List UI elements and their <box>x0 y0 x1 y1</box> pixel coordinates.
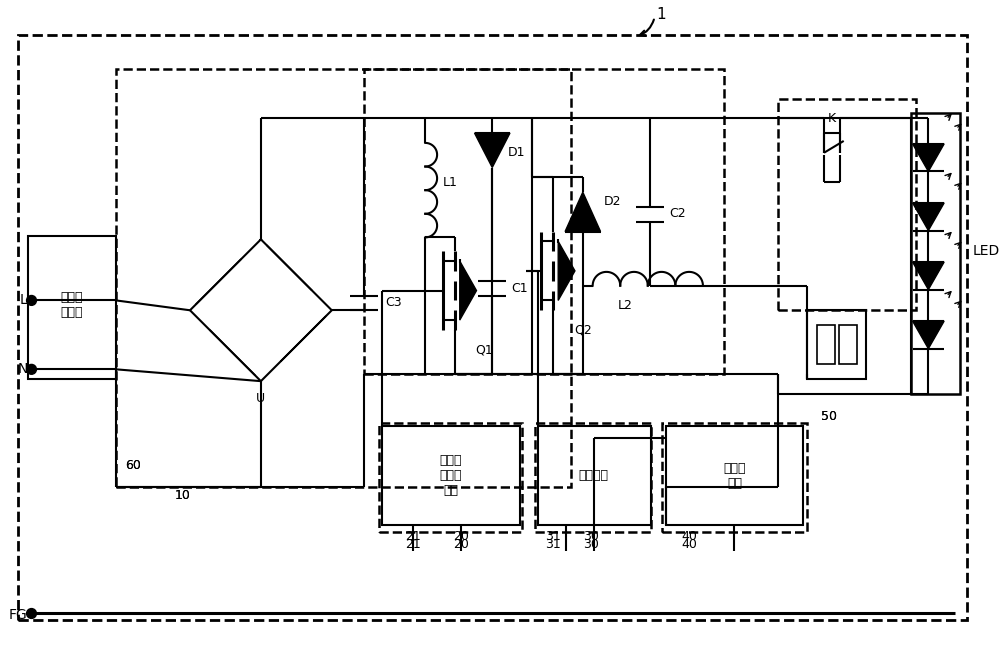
Bar <box>364 69 724 374</box>
Text: 40: 40 <box>681 538 697 551</box>
Bar <box>382 426 520 525</box>
Text: 50: 50 <box>821 410 837 423</box>
Text: 电磁滤
波单元: 电磁滤 波单元 <box>61 291 83 320</box>
Bar <box>778 99 916 310</box>
Text: D1: D1 <box>508 146 526 159</box>
Polygon shape <box>913 262 944 290</box>
Bar <box>666 426 803 525</box>
Text: 10: 10 <box>174 489 190 502</box>
Circle shape <box>27 364 36 374</box>
Bar <box>116 69 571 487</box>
Bar <box>28 236 116 379</box>
Text: L: L <box>20 293 28 307</box>
Text: 21: 21 <box>406 530 421 543</box>
Polygon shape <box>913 144 944 172</box>
Polygon shape <box>913 203 944 231</box>
Circle shape <box>27 295 36 305</box>
Text: 微处理
单元: 微处理 单元 <box>723 462 746 490</box>
Text: C3: C3 <box>385 296 402 309</box>
Bar <box>662 424 807 532</box>
Text: 30: 30 <box>583 530 599 543</box>
Text: 1: 1 <box>657 7 666 22</box>
Bar <box>538 426 651 525</box>
Text: LED: LED <box>973 244 1000 258</box>
Polygon shape <box>267 245 312 291</box>
Bar <box>911 113 960 394</box>
Text: K: K <box>828 112 836 125</box>
Polygon shape <box>913 321 944 348</box>
Text: 60: 60 <box>125 459 141 472</box>
Bar <box>817 325 835 364</box>
Text: FG: FG <box>9 608 28 622</box>
Text: 31: 31 <box>545 538 561 551</box>
Polygon shape <box>475 133 510 168</box>
Text: 20: 20 <box>453 530 469 543</box>
Text: 40: 40 <box>681 530 697 543</box>
Bar <box>839 325 857 364</box>
Polygon shape <box>460 261 476 320</box>
Text: L1: L1 <box>442 176 457 189</box>
Text: 50: 50 <box>821 410 837 423</box>
Bar <box>535 424 651 532</box>
Polygon shape <box>565 192 601 231</box>
Text: Q1: Q1 <box>475 343 493 356</box>
Text: D2: D2 <box>604 195 621 208</box>
Text: C1: C1 <box>511 282 528 295</box>
Polygon shape <box>281 316 326 362</box>
Bar <box>379 424 522 532</box>
Text: 30: 30 <box>583 538 599 551</box>
Bar <box>807 310 866 379</box>
Text: N: N <box>17 362 28 377</box>
Text: 降压回路: 降压回路 <box>579 469 609 482</box>
Text: U: U <box>256 392 265 405</box>
Text: Q2: Q2 <box>574 324 592 337</box>
Polygon shape <box>558 241 575 301</box>
Text: 20: 20 <box>453 538 469 551</box>
Text: C2: C2 <box>669 207 686 220</box>
Polygon shape <box>210 330 255 375</box>
Text: 21: 21 <box>406 538 421 551</box>
Text: 10: 10 <box>174 489 190 502</box>
Text: 60: 60 <box>125 459 141 472</box>
Circle shape <box>27 608 36 618</box>
Text: 功率因
数校正
回路: 功率因 数校正 回路 <box>440 454 462 497</box>
Text: L2: L2 <box>618 299 633 312</box>
Text: 31: 31 <box>545 530 561 543</box>
Polygon shape <box>196 259 241 305</box>
